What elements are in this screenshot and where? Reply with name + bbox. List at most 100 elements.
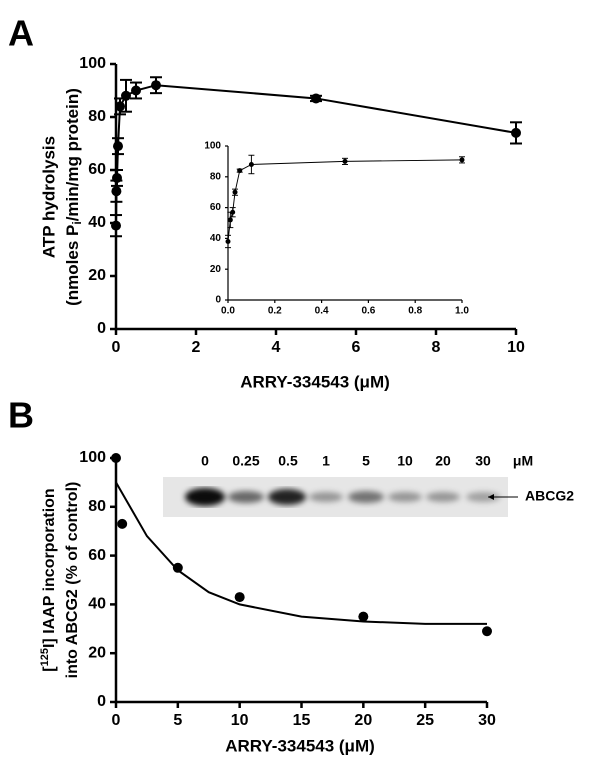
y-tick-label: 60	[88, 547, 106, 564]
gel-band	[426, 492, 460, 502]
data-point	[117, 518, 128, 529]
x-tick-label: 0.0	[221, 306, 235, 317]
y-tick-label: 20	[88, 644, 106, 661]
y-tick-label: 40	[88, 214, 106, 231]
x-tick-label: 8	[432, 339, 441, 356]
data-point	[311, 93, 321, 104]
lane-label: 5	[362, 453, 370, 469]
y-axis-label: into ABCG2 (% of control)	[64, 482, 81, 679]
data-point	[230, 209, 236, 215]
y-tick-label: 40	[88, 596, 106, 613]
data-point	[237, 168, 243, 174]
gel-band	[268, 489, 306, 505]
data-point	[151, 80, 161, 91]
y-tick-label: 20	[88, 267, 106, 284]
series-line	[115, 481, 487, 625]
data-point	[342, 158, 348, 164]
lane-label: 30	[475, 453, 491, 469]
x-tick-label: 5	[173, 712, 182, 729]
lane-label: 1	[322, 453, 330, 469]
y-axis-label: ATP hydrolysis	[39, 136, 58, 258]
x-tick-label: 0.2	[268, 306, 282, 317]
x-tick-label: 0.4	[315, 306, 329, 317]
data-point	[111, 186, 122, 197]
y-tick-label: 0	[215, 295, 221, 306]
y-tick-label: 100	[79, 449, 106, 466]
y-axis-label-part: (nmoles P	[63, 225, 82, 306]
x-tick-label: 0.8	[408, 306, 422, 317]
y-tick-label: 0	[97, 693, 106, 710]
data-point	[115, 101, 125, 112]
gel-band	[388, 492, 422, 502]
x-tick-label: 20	[354, 712, 372, 729]
x-tick-label: 15	[293, 712, 311, 729]
data-point	[225, 238, 231, 244]
panel-label: A	[8, 13, 34, 54]
x-tick-label: 0	[112, 339, 121, 356]
y-axis-label: [125I] IAAP incorporation	[39, 488, 58, 671]
arrow-head	[488, 494, 494, 500]
x-tick-label: 0.6	[361, 306, 375, 317]
data-point	[482, 626, 492, 637]
x-tick-label: 25	[416, 712, 434, 729]
y-axis-label-part: /min/mg protein)	[63, 88, 82, 221]
data-point	[459, 157, 465, 163]
x-tick-label: 0	[112, 712, 121, 729]
x-tick-label: 1.0	[455, 306, 469, 317]
x-axis-label: ARRY-334543 (μM)	[240, 372, 390, 391]
gel-band	[348, 491, 384, 503]
x-tick-label: 4	[272, 339, 281, 356]
y-axis-label-sub: i	[70, 221, 84, 224]
data-point	[113, 141, 123, 152]
lane-label: 10	[397, 453, 413, 469]
data-point	[234, 592, 245, 603]
data-point	[172, 562, 183, 573]
data-point	[111, 220, 121, 231]
gel-band	[466, 492, 500, 502]
x-tick-label: 30	[478, 712, 496, 729]
data-point	[248, 161, 254, 167]
y-tick-label: 100	[204, 141, 221, 152]
data-point	[112, 172, 122, 183]
data-point	[511, 127, 521, 138]
x-tick-label: 2	[192, 339, 201, 356]
y-tick-label: 80	[88, 108, 106, 125]
y-tick-label: 100	[79, 55, 106, 72]
y-tick-label: 40	[210, 233, 222, 244]
gel-image: 0 0.25 0.5 1 5 10 20 30 μM ABCG2	[163, 453, 574, 517]
series-line	[227, 159, 463, 242]
data-point	[232, 189, 238, 195]
y-axis-label-part: I] IAAP incorporation	[41, 488, 58, 648]
lane-label: 0.25	[232, 453, 259, 469]
lane-label: 0.5	[278, 453, 298, 469]
gel-band	[228, 491, 264, 503]
panel-label: B	[8, 395, 34, 436]
lane-label: 20	[435, 453, 451, 469]
data-point	[131, 85, 141, 96]
unit-label: μM	[513, 453, 533, 469]
y-tick-label: 60	[88, 161, 106, 178]
y-axis-label-part: [	[41, 666, 58, 672]
y-tick-label: 0	[97, 320, 106, 337]
x-tick-label: 10	[507, 339, 525, 356]
data-point	[227, 217, 233, 223]
y-tick-label: 80	[88, 498, 106, 515]
lane-label: 0	[201, 453, 209, 469]
y-tick-label: 60	[210, 202, 222, 213]
y-axis-label: (nmoles Pi/min/mg protein)	[63, 88, 84, 306]
data-point	[111, 453, 121, 463]
x-axis-label: ARRY-334543 (μM)	[225, 736, 375, 755]
gel-band	[309, 492, 343, 502]
data-point	[358, 611, 369, 622]
gel-band	[185, 488, 225, 506]
x-tick-label: 6	[352, 339, 361, 356]
x-tick-label: 10	[231, 712, 249, 729]
y-axis-label-sup: 125	[39, 648, 51, 666]
y-tick-label: 20	[210, 264, 222, 275]
series-line	[115, 84, 517, 226]
band-label: ABCG2	[525, 488, 574, 504]
y-tick-label: 80	[210, 171, 222, 182]
data-point	[121, 90, 131, 101]
